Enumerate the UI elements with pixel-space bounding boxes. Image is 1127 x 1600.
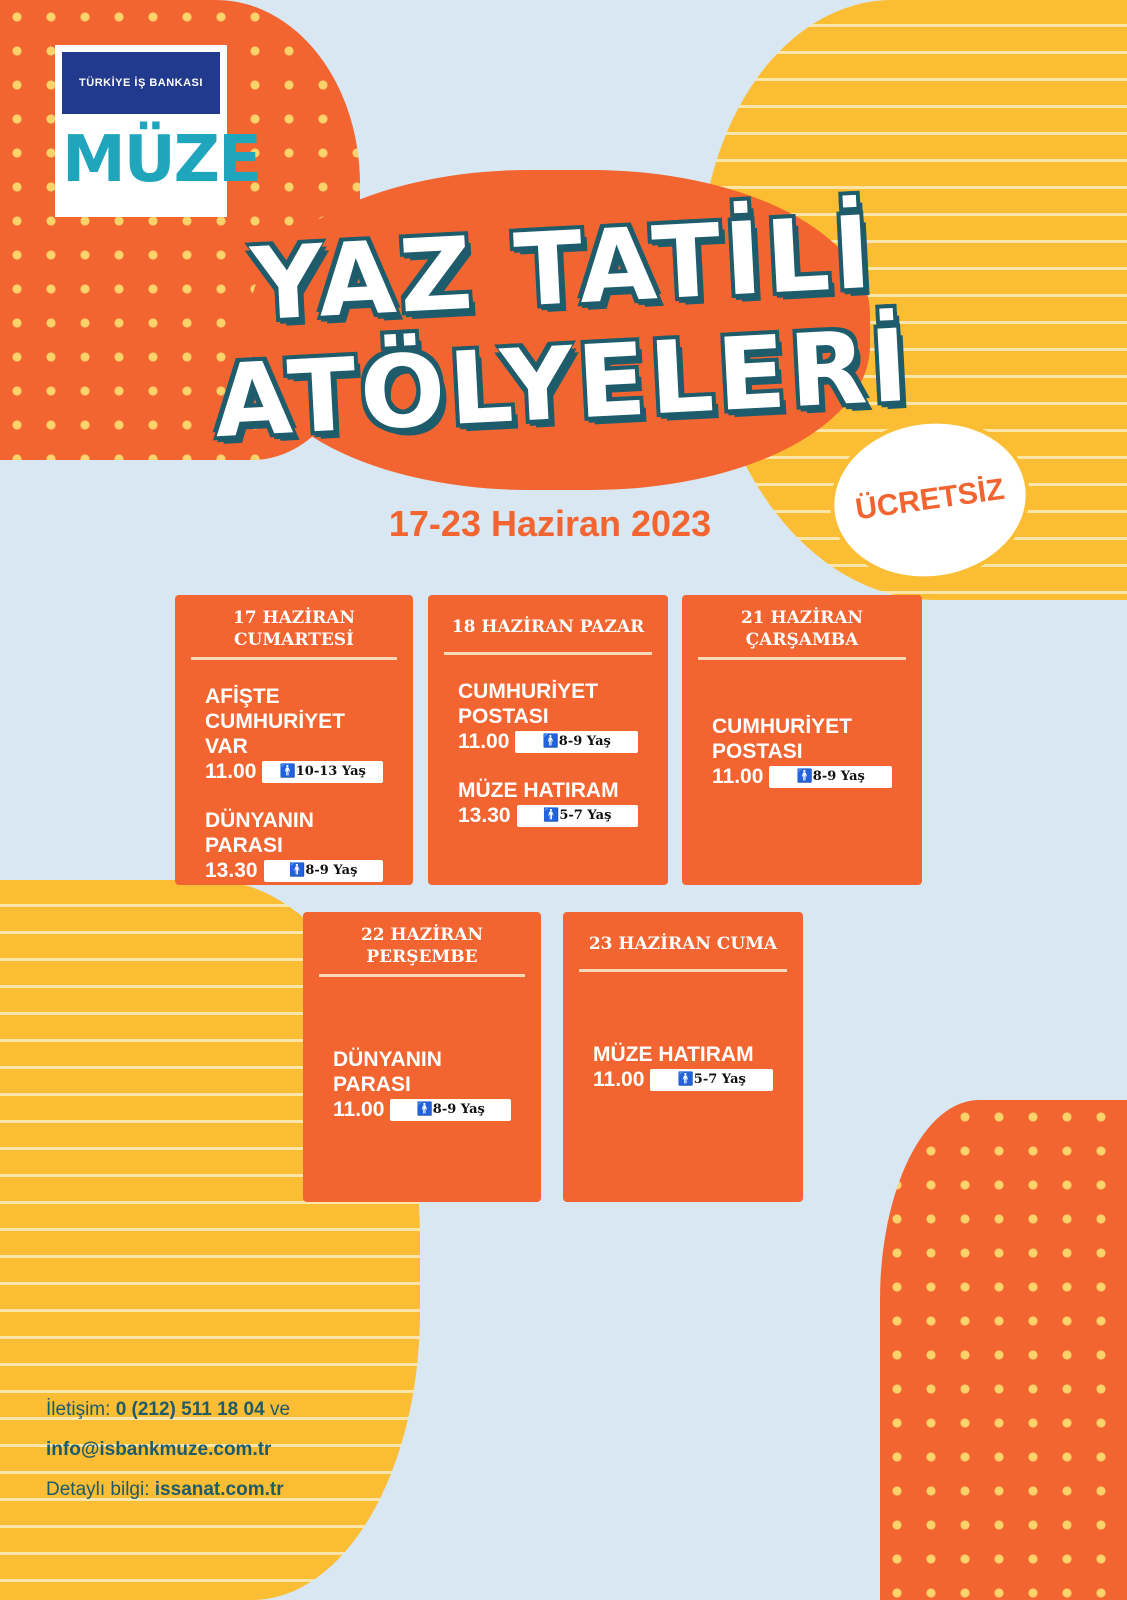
workshop-item: MÜZE HATIRAM 13.30 🚹5-7 Yaş — [438, 778, 658, 828]
day-card: 23 HAZİRAN CUMA MÜZE HATIRAM 11.00 🚹5-7 … — [563, 912, 803, 1202]
age-range: 8-9 Yaş — [305, 862, 358, 878]
child-icon: 🚹 — [279, 763, 296, 779]
day-card: 18 HAZİRAN PAZAR CUMHURİYET POSTASI 11.0… — [428, 595, 668, 885]
phone-number[interactable]: 0 (212) 511 18 04 — [115, 1399, 265, 1420]
website-link[interactable]: issanat.com.tr — [154, 1479, 284, 1500]
contact-label: İletişim: — [46, 1399, 111, 1420]
museum-name: MÜZE — [62, 123, 262, 197]
age-tag: 🚹8-9 Yaş — [390, 1098, 511, 1121]
age-range: 5-7 Yaş — [693, 1071, 746, 1087]
age-tag: 🚹8-9 Yaş — [769, 765, 892, 788]
child-icon: 🚹 — [542, 733, 559, 749]
age-range: 8-9 Yaş — [812, 768, 865, 784]
workshop-time: 11.00 — [333, 1098, 385, 1121]
child-icon: 🚹 — [543, 807, 560, 823]
workshop-item: CUMHURİYET POSTASI 11.00 🚹8-9 Yaş — [692, 714, 912, 789]
title-cloud — [250, 170, 870, 490]
bank-name: TÜRKİYE İŞ BANKASI — [62, 52, 220, 114]
age-tag: 🚹10-13 Yaş — [262, 760, 383, 783]
email-link[interactable]: info@isbankmuze.com.tr — [46, 1439, 272, 1460]
workshop-time: 11.00 — [712, 765, 764, 788]
workshop-item: DÜNYANIN PARASI 13.30 🚹8-9 Yaş — [185, 808, 403, 883]
workshop-name: MÜZE HATIRAM — [593, 1043, 754, 1066]
age-range: 8-9 Yaş — [432, 1101, 485, 1117]
and-text: ve — [269, 1399, 291, 1420]
workshop-name: CUMHURİYET POSTASI — [458, 680, 598, 728]
day-heading: 17 HAZİRAN CUMARTESİ — [191, 607, 397, 660]
orange-blob-bottom-right — [880, 1100, 1127, 1600]
workshop-item: CUMHURİYET POSTASI 11.00 🚹8-9 Yaş — [438, 679, 658, 754]
workshop-time: 11.00 — [593, 1068, 645, 1091]
workshop-time: 11.00 — [205, 760, 257, 783]
day-heading: 18 HAZİRAN PAZAR — [444, 607, 652, 655]
workshop-time: 13.30 — [205, 859, 258, 882]
age-tag: 🚹5-7 Yaş — [650, 1068, 773, 1091]
event-dates: 17-23 Haziran 2023 — [388, 503, 712, 544]
child-icon: 🚹 — [289, 862, 306, 878]
day-card: 17 HAZİRAN CUMARTESİ AFİŞTE CUMHURİYET V… — [175, 595, 413, 885]
child-icon: 🚹 — [796, 768, 813, 784]
age-tag: 🚹5-7 Yaş — [516, 804, 638, 827]
workshop-name: DÜNYANIN PARASI — [333, 1048, 442, 1096]
workshop-item: AFİŞTE CUMHURİYET VAR 11.00 🚹10-13 Yaş — [185, 684, 403, 784]
day-card: 22 HAZİRAN PERŞEMBE DÜNYANIN PARASI 11.0… — [303, 912, 541, 1202]
age-range: 5-7 Yaş — [559, 807, 612, 823]
day-heading: 22 HAZİRAN PERŞEMBE — [319, 924, 525, 977]
workshop-name: DÜNYANIN PARASI — [205, 809, 314, 857]
child-icon: 🚹 — [416, 1101, 433, 1117]
day-heading: 21 HAZİRAN ÇARŞAMBA — [698, 607, 906, 660]
age-range: 10-13 Yaş — [295, 763, 366, 779]
workshop-time: 13.30 — [458, 804, 511, 827]
museum-logo: TÜRKİYE İŞ BANKASI MÜZE — [55, 45, 262, 217]
workshop-item: DÜNYANIN PARASI 11.00 🚹8-9 Yaş — [313, 1047, 531, 1122]
workshop-name: MÜZE HATIRAM — [458, 779, 619, 802]
workshop-time: 11.00 — [458, 730, 510, 753]
workshop-name: AFİŞTE CUMHURİYET VAR — [205, 685, 345, 758]
workshop-name: CUMHURİYET POSTASI — [712, 715, 852, 763]
age-range: 8-9 Yaş — [558, 733, 611, 749]
age-tag: 🚹8-9 Yaş — [515, 730, 638, 753]
age-tag: 🚹8-9 Yaş — [263, 859, 383, 882]
day-card: 21 HAZİRAN ÇARŞAMBA CUMHURİYET POSTASI 1… — [682, 595, 922, 885]
contact-info: İletişim: 0 (212) 511 18 04 ve info@isba… — [46, 1390, 290, 1510]
workshop-item: MÜZE HATIRAM 11.00 🚹5-7 Yaş — [573, 1042, 793, 1092]
info-label: Detaylı bilgi: — [46, 1479, 150, 1500]
child-icon: 🚹 — [677, 1071, 694, 1087]
day-heading: 23 HAZİRAN CUMA — [579, 924, 787, 972]
